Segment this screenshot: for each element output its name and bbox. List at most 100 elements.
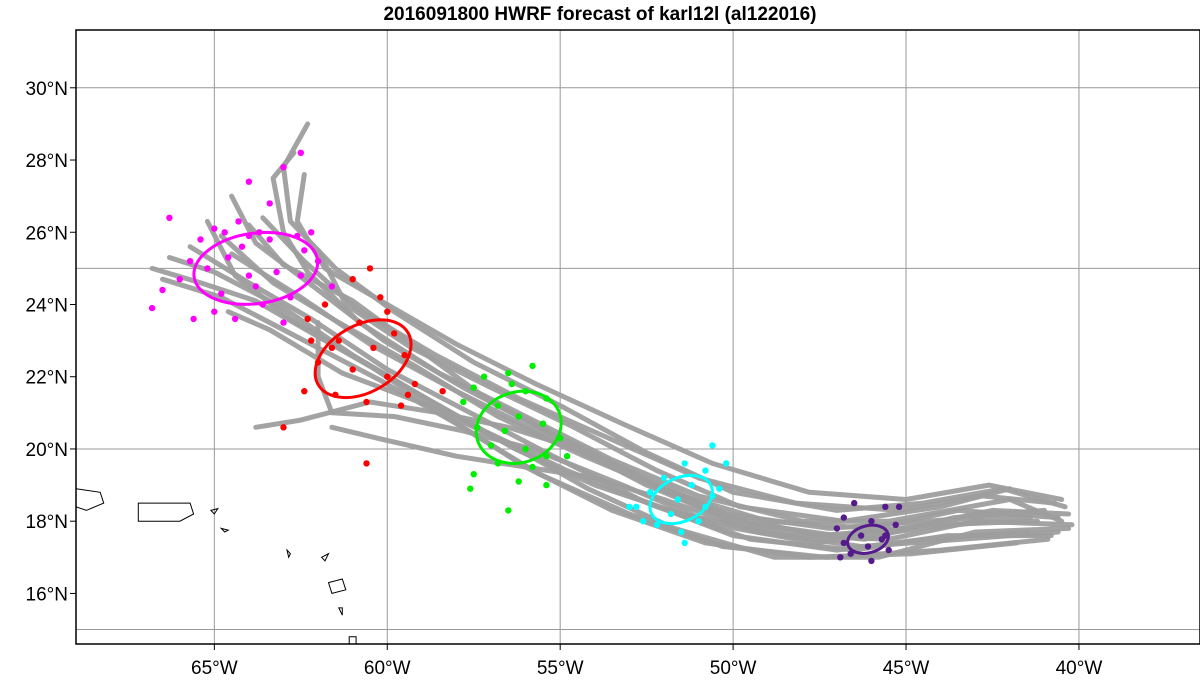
forecast-point-magenta <box>218 290 225 297</box>
forecast-point-red <box>401 351 408 359</box>
forecast-point-cyan <box>678 528 685 536</box>
lat-tick-label: 30°N <box>26 79 68 100</box>
forecast-point-magenta <box>266 236 273 243</box>
forecast-point-green <box>522 445 529 453</box>
forecast-point-magenta <box>235 218 242 225</box>
island-outline <box>286 548 291 559</box>
forecast-point-purple <box>892 521 899 528</box>
island-outline <box>209 507 219 515</box>
forecast-point-magenta <box>245 272 253 279</box>
lon-tick-label: 55°W <box>537 658 584 679</box>
forecast-point-green <box>505 507 512 514</box>
forecast-point-cyan <box>709 442 716 449</box>
lon-tick-label: 40°W <box>1056 658 1103 679</box>
forecast-point-magenta <box>211 225 218 232</box>
ensemble-track <box>329 424 1061 549</box>
forecast-point-red <box>439 388 446 395</box>
forecast-point-green <box>470 471 477 478</box>
axis-tick-labels: 65°W 60°W 55°W 50°W 45°W 40°W 16°N 18°N 20°N 22°N… <box>26 79 1103 679</box>
forecast-point-purple <box>882 503 889 510</box>
lat-tick-label: 28°N <box>26 151 68 172</box>
lat-lon-grid <box>76 30 1200 644</box>
island-outline <box>320 552 330 562</box>
ellipse-magenta <box>192 230 320 306</box>
forecast-point-magenta <box>148 304 156 312</box>
forecast-point-purple <box>840 539 847 547</box>
lat-tick-label: 18°N <box>26 512 68 533</box>
forecast-point-magenta <box>221 229 228 236</box>
ensemble-track <box>281 121 1068 513</box>
forecast-point-cyan <box>653 521 661 528</box>
forecast-point-red <box>363 398 370 406</box>
ensemble-track <box>270 150 1065 524</box>
island-outline <box>327 578 347 595</box>
forecast-point-cyan <box>702 467 709 474</box>
island-outline <box>76 488 105 511</box>
forecast-point-magenta <box>225 254 232 261</box>
forecast-point-green <box>467 485 474 492</box>
lat-tick-label: 26°N <box>26 223 68 244</box>
forecast-point-red <box>404 391 412 398</box>
lon-tick-label: 65°W <box>191 658 238 679</box>
forecast-point-red <box>335 337 342 344</box>
forecast-point-green <box>505 369 512 377</box>
forecast-point-green <box>460 398 467 406</box>
forecast-point-cyan <box>723 460 730 467</box>
ensemble-track <box>253 399 1040 539</box>
forecast-point-red <box>301 388 308 395</box>
forecast-point-cyan <box>667 510 675 518</box>
forecast-point-red <box>370 344 377 351</box>
forecast-point-red <box>384 373 391 380</box>
lon-tick-label: 60°W <box>364 658 411 679</box>
forecast-point-magenta <box>231 315 239 323</box>
forecast-point-cyan <box>688 481 695 489</box>
forecast-point-green <box>529 362 536 370</box>
forecast-point-green <box>487 442 495 449</box>
ellipse-cyan <box>648 473 714 526</box>
forecast-point-magenta <box>186 258 194 265</box>
forecast-point-magenta <box>297 272 304 279</box>
plot-frame <box>75 29 1200 645</box>
forecast-point-purple <box>868 557 875 565</box>
forecast-point-green <box>515 478 522 485</box>
forecast-point-green <box>539 420 547 427</box>
forecast-point-purple <box>885 546 892 554</box>
forecast-point-red <box>384 308 391 315</box>
forecast-point-red <box>391 330 398 337</box>
forecast-point-magenta <box>166 214 173 221</box>
lat-tick-label: 16°N <box>26 584 68 605</box>
forecast-point-magenta <box>273 268 280 276</box>
forecast-point-magenta <box>190 315 197 323</box>
island-outline <box>338 607 343 616</box>
lat-tick-label: 20°N <box>26 440 68 461</box>
ellipse-purple <box>846 523 890 555</box>
forecast-point-magenta <box>159 286 166 294</box>
forecast-point-cyan <box>626 503 633 510</box>
forecast-point-green <box>480 373 488 380</box>
forecast-point-magenta <box>204 265 211 272</box>
ensemble-track <box>315 320 1033 546</box>
forecast-point-cyan <box>640 518 647 525</box>
forecast-point-green <box>508 380 515 388</box>
ellipse-red <box>313 318 413 400</box>
forecast-point-green <box>543 481 550 489</box>
forecast-point-magenta <box>252 283 259 290</box>
forecast-point-red <box>366 265 374 272</box>
forecast-point-red <box>363 460 370 467</box>
forecast-point-magenta <box>197 236 204 243</box>
forecast-point-purple <box>840 514 847 521</box>
forecast-point-magenta <box>297 149 304 156</box>
forecast-point-magenta <box>211 308 218 315</box>
forecast-point-magenta <box>176 276 183 283</box>
forecast-point-purple <box>895 503 903 510</box>
page-title: 2016091800 HWRF forecast of karl12l (al1… <box>383 4 817 25</box>
forecast-point-cyan <box>633 503 640 510</box>
forecast-point-red <box>349 366 356 373</box>
forecast-point-magenta <box>280 319 287 326</box>
forecast-point-red <box>377 294 384 301</box>
forecast-point-purple <box>868 518 875 525</box>
forecast-point-magenta <box>308 229 315 236</box>
forecast-point-red <box>397 402 405 409</box>
forecast-point-green <box>470 384 477 391</box>
